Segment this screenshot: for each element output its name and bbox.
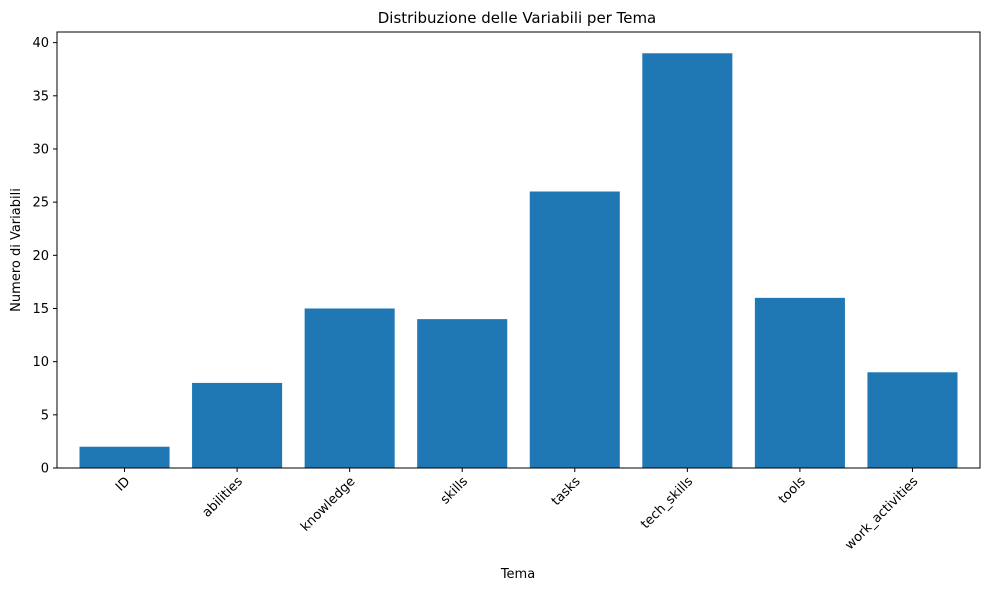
bar-work-activities <box>867 372 958 468</box>
y-tick-label: 20 <box>32 249 49 264</box>
chart-title: Distribuzione delle Variabili per Tema <box>378 9 657 27</box>
y-tick-label: 30 <box>32 142 49 157</box>
y-tick-label: 15 <box>32 302 49 317</box>
y-tick-label: 0 <box>41 462 49 477</box>
bars-group <box>79 53 958 469</box>
y-axis: 0 5 10 15 20 25 30 35 40 <box>32 36 57 477</box>
bar-tasks <box>529 191 620 468</box>
bar-id <box>79 446 170 468</box>
bar-tech-skills <box>642 53 733 469</box>
plot-frame <box>56 31 981 469</box>
y-tick-label: 25 <box>32 196 49 211</box>
y-tick-label: 5 <box>41 408 49 423</box>
y-tick-label: 10 <box>32 355 49 370</box>
y-axis-title: Numero di Variabili <box>9 188 24 312</box>
bar-tools <box>754 297 845 468</box>
y-tick-label: 35 <box>32 89 49 104</box>
bar-skills <box>417 319 508 468</box>
y-tick-label: 40 <box>32 36 49 51</box>
bar-knowledge <box>304 308 395 468</box>
bar-abilities <box>192 382 283 468</box>
x-axis-title: Tema <box>500 567 535 582</box>
